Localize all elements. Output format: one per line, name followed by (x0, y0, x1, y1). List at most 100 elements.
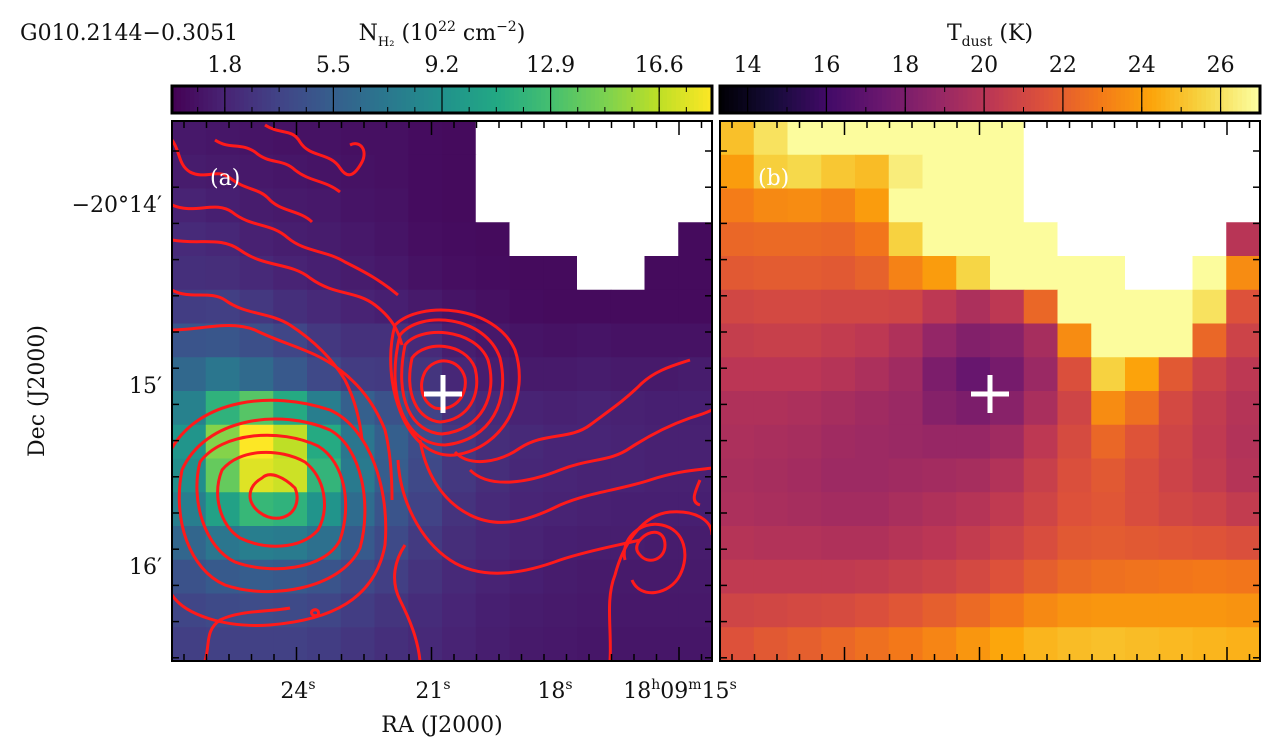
colorbar-swatch (927, 86, 933, 113)
heatmap-cell (1125, 526, 1160, 561)
heatmap-cell (442, 458, 477, 493)
heatmap-cell (1226, 154, 1260, 190)
heatmap-cell (172, 458, 207, 493)
colorbar-swatch (338, 86, 344, 113)
colorbar-swatch (257, 86, 263, 113)
heatmap-cell (1023, 154, 1059, 190)
contour-se-3 (607, 510, 712, 661)
heatmap-cell (1125, 357, 1160, 392)
colorbar-swatch (1003, 86, 1009, 113)
colorbar-swatch (832, 86, 838, 113)
colorbar-swatch (805, 86, 811, 113)
heatmap-cell (543, 357, 578, 392)
heatmap-cell (956, 391, 991, 426)
colorbar-swatch (792, 86, 798, 113)
heatmap-cell (644, 188, 679, 223)
heatmap-cell (1023, 188, 1059, 223)
heatmap-cell (307, 559, 342, 595)
colorbar-swatch (707, 86, 713, 113)
heatmap-cell (644, 289, 679, 325)
heatmap-cell (753, 154, 789, 190)
y-axis-label: Dec (J2000) (25, 325, 50, 457)
heatmap-cell (787, 559, 822, 595)
heatmap-cell (644, 154, 679, 190)
heatmap-cell (787, 526, 822, 561)
heatmap-cell (1158, 154, 1194, 190)
heatmap-cell (509, 424, 544, 460)
colorbar-tick-label: 16.6 (635, 53, 684, 78)
heatmap-cell (273, 357, 308, 392)
heatmap-cell (1057, 526, 1092, 561)
heatmap-cell (1125, 458, 1160, 493)
marker-a (424, 375, 462, 413)
heatmap-cell (1226, 458, 1260, 493)
heatmap-cell (610, 154, 646, 190)
colorbar-swatch (239, 86, 245, 113)
colorbar-swatch (455, 86, 461, 113)
heatmap-cell (821, 121, 856, 156)
colorbar-swatch (460, 86, 466, 113)
colorbar-swatch (487, 86, 493, 113)
contour-east-2 (468, 408, 712, 484)
heatmap-cell (1057, 492, 1092, 527)
heatmap-cell (990, 526, 1025, 561)
colorbar-swatch (904, 86, 910, 113)
heatmap-cell (644, 391, 679, 426)
heatmap-cell (374, 154, 409, 190)
heatmap-b (720, 121, 1260, 661)
heatmap-cell (1226, 627, 1260, 661)
colorbar-swatch (208, 86, 214, 113)
heatmap-cell (205, 492, 241, 527)
heatmap-cell (956, 121, 991, 156)
heatmap-cell (1125, 256, 1160, 291)
heatmap-cell (1125, 627, 1160, 661)
colorbar-swatch (1071, 86, 1077, 113)
heatmap-cell (855, 593, 890, 628)
colorbar-swatch (437, 86, 443, 113)
heatmap-cell (753, 526, 789, 561)
heatmap-cell (307, 526, 342, 561)
heatmap-cell (1057, 627, 1092, 661)
heatmap-cell (1192, 559, 1227, 595)
heatmap-cell (577, 188, 612, 223)
heatmap-cell (888, 256, 924, 291)
heatmap-cell (753, 289, 789, 325)
heatmap-cell (720, 424, 755, 460)
heatmap-cell (956, 458, 991, 493)
heatmap-cell (1158, 222, 1194, 257)
heatmap-cell (956, 424, 991, 460)
heatmap-cell (509, 121, 544, 156)
heatmap-cell (205, 154, 241, 190)
heatmap-cell (990, 492, 1025, 527)
colorbar-swatch (1080, 86, 1086, 113)
heatmap-cell (1057, 593, 1092, 628)
colorbar-swatch (343, 86, 349, 113)
colorbar-swatch (877, 86, 883, 113)
heatmap-cell (678, 424, 712, 460)
heatmap-cell (1158, 289, 1194, 325)
heatmap-cell (1226, 323, 1260, 358)
colorbar-swatch (1053, 86, 1059, 113)
heatmap-cell (990, 593, 1025, 628)
heatmap-cell (374, 188, 409, 223)
colorbar-swatch (1179, 86, 1185, 113)
colorbar-swatch (1206, 86, 1212, 113)
colorbar-swatch (909, 86, 915, 113)
heatmap-cell (610, 492, 646, 527)
heatmap-cell (990, 121, 1025, 156)
heatmap-cell (273, 154, 308, 190)
heatmap-cell (509, 357, 544, 392)
heatmap-cell (855, 526, 890, 561)
heatmap-cell (855, 323, 890, 358)
heatmap-cell (1192, 357, 1227, 392)
colorbar-swatch (1048, 86, 1054, 113)
heatmap-cell (990, 323, 1025, 358)
colorbar-tick-label: 24 (1128, 53, 1156, 78)
contour-se-1 (635, 530, 667, 562)
heatmap-cell (1057, 222, 1092, 257)
colorbar-swatch (194, 86, 200, 113)
contour-peak-3 (195, 433, 348, 571)
colorbar-swatch (922, 86, 928, 113)
colorbar-swatch (1089, 86, 1095, 113)
heatmap-cell (307, 357, 342, 392)
